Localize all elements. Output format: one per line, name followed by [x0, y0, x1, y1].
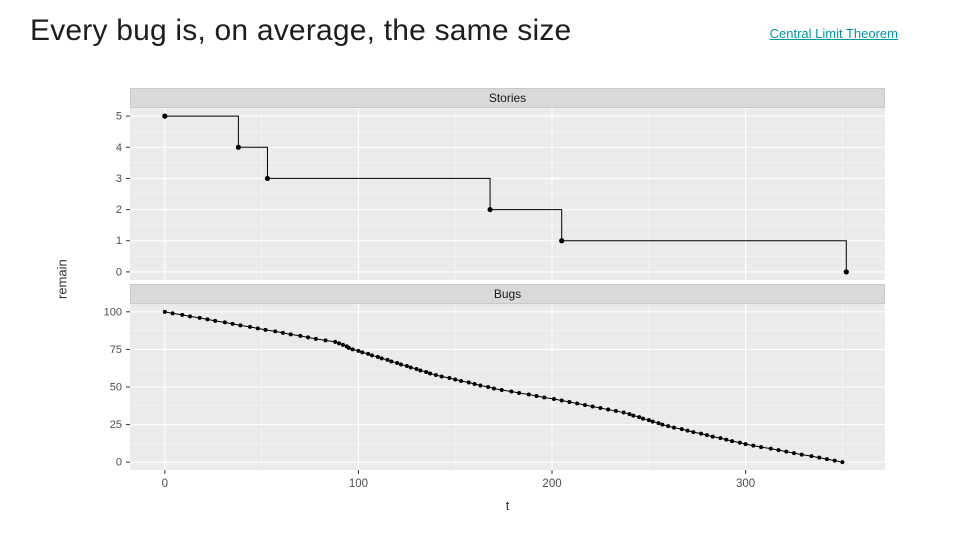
svg-text:200: 200	[542, 478, 561, 490]
svg-text:3: 3	[116, 173, 122, 185]
facet-panel-bugs: 0 25 50 75 100	[104, 304, 885, 470]
y-axis-label: remain	[54, 259, 70, 299]
x-axis: 0 100 200 300	[162, 470, 755, 490]
burndown-chart: remain Stories 0 1 2 3 4 5 Bugs 0 25 50 75 100 0 1…	[55, 88, 895, 513]
facet-strip-stories: Stories	[130, 88, 885, 108]
x-axis-label: t	[505, 498, 510, 513]
facet-strip-bugs: Bugs	[130, 284, 885, 304]
page-title: Every bug is, on average, the same size	[30, 14, 572, 47]
svg-text:0: 0	[162, 478, 168, 490]
svg-text:0: 0	[116, 457, 122, 469]
svg-text:25: 25	[110, 419, 122, 431]
facet-panel-stories: 0 1 2 3 4 5	[116, 108, 885, 280]
svg-text:0: 0	[116, 266, 122, 278]
svg-text:1: 1	[116, 235, 122, 247]
svg-text:75: 75	[110, 344, 122, 356]
svg-text:100: 100	[104, 306, 122, 318]
svg-text:100: 100	[349, 478, 368, 490]
central-limit-theorem-link[interactable]: Central Limit Theorem	[769, 26, 898, 41]
svg-text:4: 4	[116, 142, 122, 154]
svg-text:2: 2	[116, 204, 122, 216]
svg-text:5: 5	[116, 111, 122, 123]
svg-text:300: 300	[736, 478, 755, 490]
svg-text:50: 50	[110, 382, 122, 394]
